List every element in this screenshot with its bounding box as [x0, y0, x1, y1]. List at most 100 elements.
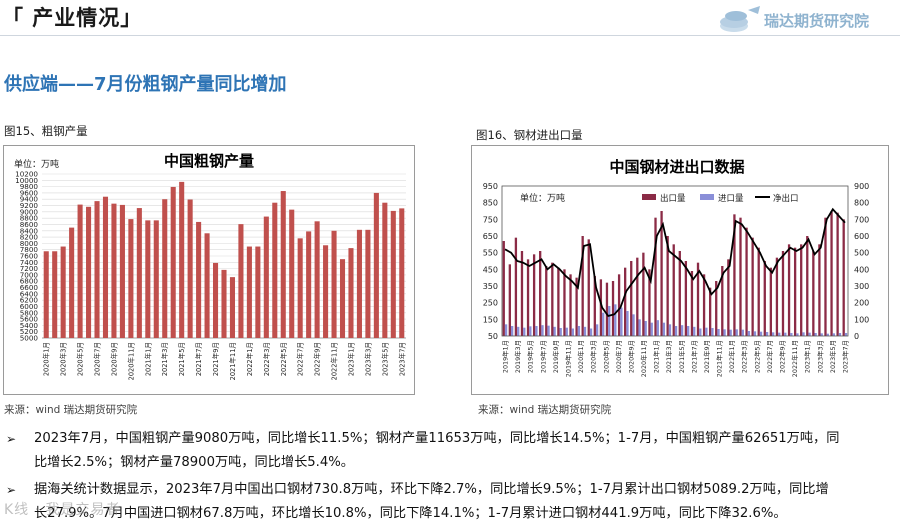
- bar: [298, 238, 303, 338]
- x-tick-label: 2022年1月: [245, 342, 254, 376]
- export-bar: [503, 241, 505, 336]
- import-bar: [687, 326, 689, 336]
- import-bar: [602, 313, 604, 336]
- x-tick-label: 2021年5月: [177, 342, 186, 376]
- import-bar: [541, 325, 543, 336]
- unit-label: 单位：万吨: [14, 158, 59, 170]
- bar: [78, 205, 83, 338]
- import-bar: [669, 324, 671, 336]
- y-left-tick-label: 50: [488, 332, 498, 341]
- import-bar: [772, 332, 774, 336]
- import-bar: [723, 329, 725, 336]
- x-tick-label: 2023年7月: [397, 342, 406, 376]
- x-tick-label: 2023年5月: [380, 342, 389, 376]
- export-bar: [588, 239, 590, 336]
- x-tick-label: 2022年3月: [262, 342, 271, 376]
- x-tick-label: 2021年11月: [228, 342, 237, 380]
- import-bar: [839, 333, 841, 336]
- import-bar: [693, 327, 695, 336]
- y-left-tick-label: 250: [483, 299, 498, 308]
- export-bar: [758, 248, 760, 336]
- x-tick-label: 2023年3月: [815, 340, 824, 373]
- export-bar: [812, 251, 814, 336]
- bar: [69, 228, 74, 338]
- x-tick-label: 2021年3月: [664, 340, 673, 373]
- y-left-tick-label: 650: [483, 232, 498, 241]
- bullet-line: 比增长2.5%；钢材产量78900万吨，同比增长5.4%。: [34, 451, 880, 475]
- export-bar: [618, 274, 620, 336]
- export-bar: [691, 271, 693, 336]
- y-left-tick-label: 950: [483, 182, 498, 191]
- import-bar: [620, 308, 622, 336]
- y-right-tick-label: 0: [854, 332, 859, 341]
- y-right-tick-label: 300: [854, 282, 869, 291]
- export-bar: [800, 244, 802, 336]
- export-bar: [673, 244, 675, 336]
- import-bar: [760, 332, 762, 336]
- import-bar: [578, 326, 580, 336]
- bar: [103, 197, 108, 338]
- import-bar: [802, 332, 804, 336]
- y-left-tick-label: 150: [483, 315, 498, 324]
- x-tick-label: 2021年1月: [143, 342, 152, 376]
- y-right-tick-label: 800: [854, 199, 869, 208]
- x-tick-label: 2023年5月: [828, 340, 837, 373]
- section-title: 「 产业情况」: [2, 2, 142, 32]
- import-bar: [584, 327, 586, 336]
- x-tick-label: 2019年7月: [538, 340, 547, 373]
- y-left-tick-label: 450: [483, 265, 498, 274]
- bar: [221, 270, 226, 338]
- bar: [357, 230, 362, 338]
- import-bar: [608, 306, 610, 336]
- x-tick-label: 2022年5月: [752, 340, 761, 373]
- figure-15-caption: 图15、粗钢产量: [4, 123, 88, 139]
- import-bar: [529, 326, 531, 336]
- y-right-tick-label: 100: [854, 315, 869, 324]
- watermark: K线 · 我是交易者: [4, 499, 121, 519]
- x-tick-label: 2021年9月: [211, 342, 220, 376]
- x-tick-label: 2022年9月: [313, 342, 322, 376]
- unit-label: 单位：万吨: [520, 192, 565, 204]
- import-bar: [845, 333, 847, 336]
- import-bar: [748, 331, 750, 336]
- y-right-tick-label: 400: [854, 265, 869, 274]
- import-bar: [699, 329, 701, 337]
- export-bar: [727, 259, 729, 336]
- export-bar: [606, 283, 608, 336]
- export-bar: [824, 218, 826, 336]
- export-bar: [776, 258, 778, 336]
- bar: [306, 231, 311, 338]
- x-tick-label: 2021年9月: [702, 340, 711, 373]
- bar: [52, 251, 57, 338]
- bar: [382, 203, 387, 338]
- y-right-tick-label: 500: [854, 249, 869, 258]
- bar: [196, 222, 201, 338]
- x-tick-label: 2023年7月: [840, 340, 849, 373]
- import-bar: [705, 328, 707, 336]
- export-bar: [521, 251, 523, 336]
- bar: [289, 210, 294, 338]
- bullet-text: 2023年7月，中国粗钢产量9080万吨，同比增长11.5%；钢材产量11653…: [34, 427, 880, 475]
- x-tick-label: 2021年7月: [689, 340, 698, 373]
- x-tick-label: 2021年3月: [160, 342, 169, 376]
- import-bar: [553, 327, 555, 336]
- export-bar: [745, 228, 747, 336]
- export-bar: [569, 274, 571, 336]
- export-bar: [630, 261, 632, 336]
- export-bar: [818, 244, 820, 336]
- crude-steel-chart: 中国粗钢产量 单位：万吨 500052005400560058006000620…: [4, 146, 414, 394]
- bar: [145, 220, 150, 338]
- export-bar: [624, 268, 626, 336]
- x-tick-label: 2022年1月: [727, 340, 736, 373]
- y-left-tick-label: 850: [483, 199, 498, 208]
- y-right-tick-label: 200: [854, 299, 869, 308]
- bar: [264, 217, 269, 338]
- chart-title: 中国钢材进出口数据: [609, 158, 744, 176]
- bar: [86, 207, 91, 338]
- export-bar: [557, 268, 559, 336]
- x-tick-label: 2020年9月: [109, 342, 118, 376]
- x-tick-label: 2020年7月: [93, 342, 102, 376]
- import-bar: [590, 329, 592, 337]
- export-bar: [515, 238, 517, 336]
- import-bar: [736, 329, 738, 336]
